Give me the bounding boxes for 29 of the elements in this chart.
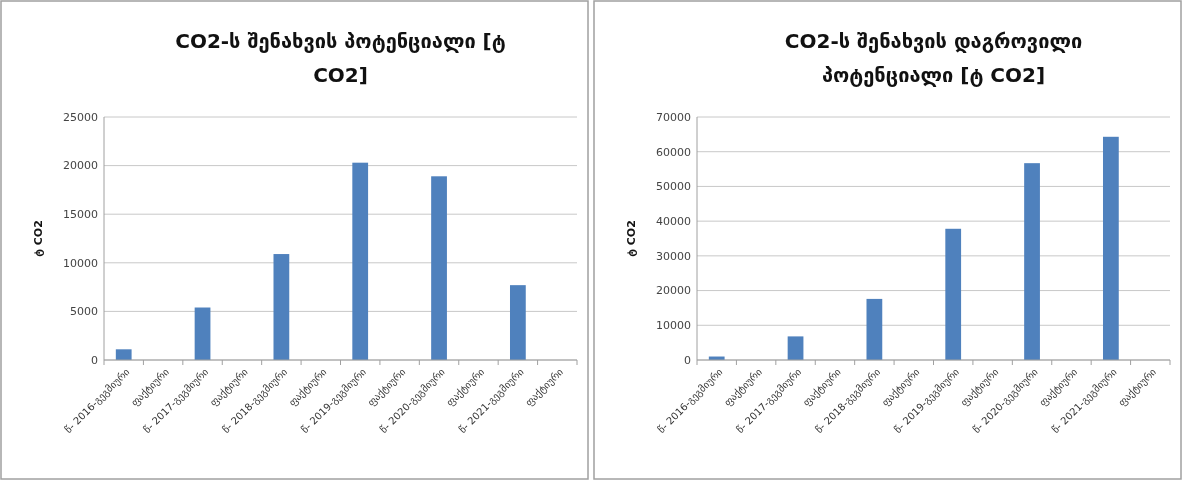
y-tick-label: 5000 <box>70 305 98 319</box>
bar <box>194 307 211 360</box>
y-tick-label: 25000 <box>63 110 98 124</box>
y-tick-label: 0 <box>684 353 691 367</box>
bar <box>945 228 962 360</box>
y-axis-title: ტ CO2 <box>625 220 638 257</box>
y-tick-label: 30000 <box>656 249 691 263</box>
y-tick-label: 15000 <box>63 208 98 222</box>
bar <box>115 349 132 360</box>
y-tick-label: 10000 <box>63 256 98 270</box>
bar <box>787 336 804 360</box>
bar <box>1024 163 1040 360</box>
y-tick-label: 20000 <box>63 159 98 173</box>
bar <box>431 176 447 360</box>
y-tick-label: 10000 <box>656 319 691 333</box>
y-tick-label: 40000 <box>656 214 691 228</box>
y-tick-label: 70000 <box>656 110 691 124</box>
chart-title: CO2-ს შენახვის დაგროვილი პოტენციალი [ტ CO2] <box>784 29 1083 87</box>
y-tick-label: 50000 <box>656 180 691 194</box>
y-axis-title: ტ CO2 <box>32 220 45 257</box>
bar <box>509 285 526 360</box>
chart-title: CO2-ს შენახვის პოტენციალი [ტ CO2] <box>175 29 506 87</box>
bar <box>866 298 883 360</box>
bar <box>1102 136 1119 360</box>
y-tick-label: 0 <box>91 353 98 367</box>
bar <box>273 254 290 360</box>
y-tick-label: 20000 <box>656 284 691 298</box>
bar <box>352 162 369 360</box>
y-tick-label: 60000 <box>656 145 691 159</box>
